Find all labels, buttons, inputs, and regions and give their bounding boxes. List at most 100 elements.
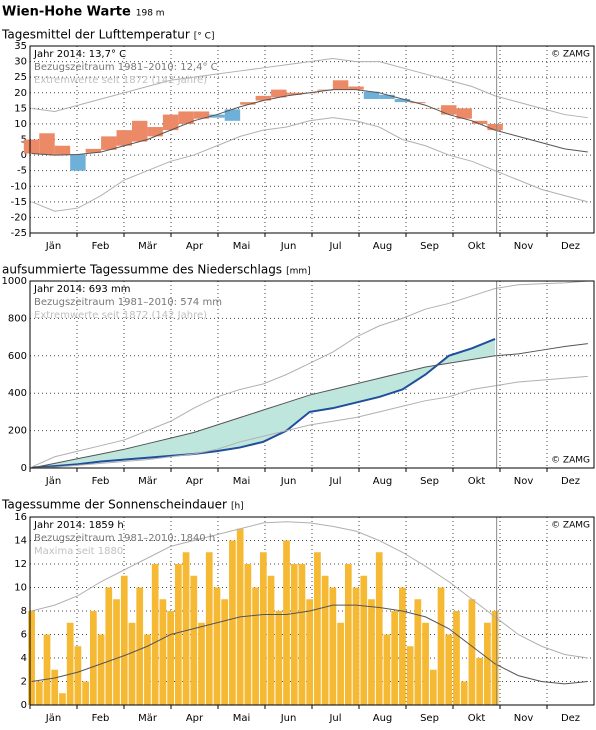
bar: [128, 622, 136, 705]
copyright: © ZAMG: [551, 521, 590, 531]
panel-unit: [° C]: [194, 32, 215, 42]
bar: [144, 634, 151, 705]
legend-entry: Extremwerte seit 1872 (142 Jahre): [34, 310, 207, 321]
x-tick-label: Aug: [373, 476, 393, 487]
anomaly-bar: [85, 148, 102, 153]
anomaly-bar: [255, 95, 272, 101]
y-tick-label: -15: [11, 197, 27, 208]
bar: [352, 587, 360, 705]
legend-entry: Bezugszeitraum 1981–2010: 574 mm: [34, 297, 222, 308]
bar: [113, 599, 120, 705]
bar: [252, 587, 259, 705]
anomaly-bar: [209, 114, 225, 118]
legend-entry: Extremwerte seit 1872 (142 Jahre): [34, 75, 207, 86]
line: [31, 57, 588, 119]
line: [31, 604, 588, 685]
anomaly-bar: [379, 94, 395, 99]
bar: [375, 552, 383, 705]
y-tick-label: 0: [21, 463, 27, 474]
bar: [43, 634, 51, 705]
y-tick-label: -5: [17, 166, 27, 177]
anomaly-bar: [193, 111, 210, 119]
anomaly-bar: [456, 108, 472, 119]
x-tick-label: Nov: [514, 713, 534, 724]
x-tick-label: Dez: [561, 241, 580, 252]
bar: [97, 634, 105, 705]
bar: [120, 575, 128, 705]
x-tick-label: Feb: [92, 713, 110, 724]
legend-entry: Jahr 2014: 693 mm: [33, 284, 130, 295]
y-tick-label: 4: [21, 653, 27, 664]
station-title: Wien-Hohe Warte: [2, 5, 131, 20]
legend-entry: Jahr 2014: 13,7° C: [33, 49, 126, 60]
y-tick-label: 12: [14, 559, 27, 570]
line: [31, 280, 588, 468]
bar: [28, 611, 35, 705]
y-tick-label: 6: [21, 630, 27, 641]
y-tick-label: 1000: [2, 276, 27, 287]
panel-unit: [h]: [231, 502, 244, 512]
station-elevation: 198 m: [136, 9, 165, 19]
bar: [298, 564, 306, 705]
anomaly-bar: [116, 130, 132, 146]
bar: [360, 575, 368, 705]
y-tick-label: -25: [11, 228, 27, 239]
anomaly-bar: [54, 145, 71, 155]
bar: [306, 599, 314, 705]
bar: [182, 552, 190, 705]
line: [31, 338, 496, 469]
axes-frame: [29, 45, 595, 234]
anomaly-bar: [162, 114, 179, 131]
y-tick-label: 35: [14, 41, 27, 52]
legend-entry: Bezugszeitraum 1981–2010: 12,4° C: [34, 62, 218, 73]
x-tick-label: Jul: [328, 713, 341, 724]
x-tick-label: Mai: [233, 476, 251, 487]
bar: [321, 575, 329, 705]
bar: [190, 575, 198, 705]
bar: [399, 587, 406, 705]
bar: [205, 552, 213, 705]
panel-title: Tagessumme der Sonnenscheindauer: [1, 498, 227, 512]
x-tick-label: Sep: [420, 476, 439, 487]
y-tick-label: 8: [21, 606, 27, 617]
bar: [213, 587, 221, 705]
bar: [51, 669, 59, 705]
y-tick-label: -10: [11, 181, 27, 192]
x-tick-label: Jun: [280, 476, 297, 487]
x-tick-label: Apr: [186, 476, 204, 487]
y-tick-label: 600: [8, 351, 27, 362]
copyright: © ZAMG: [551, 50, 590, 60]
y-tick-label: 30: [14, 57, 27, 68]
anomaly-bar: [410, 102, 426, 104]
bar: [105, 587, 113, 705]
x-tick-label: Jän: [45, 713, 61, 724]
x-tick-label: Aug: [373, 713, 393, 724]
y-tick-label: 0: [21, 700, 27, 711]
copyright: © ZAMG: [551, 456, 590, 466]
bar: [74, 646, 82, 705]
bar: [35, 681, 43, 705]
bar: [383, 634, 391, 705]
bar: [437, 587, 445, 705]
y-tick-label: 20: [14, 88, 27, 99]
y-tick-label: 5: [21, 135, 27, 146]
bar: [244, 564, 252, 705]
bar: [229, 540, 236, 705]
bar: [422, 622, 429, 705]
line: [31, 117, 588, 212]
anomaly-bar: [487, 123, 503, 131]
x-tick-label: Apr: [186, 713, 204, 724]
bar: [59, 693, 66, 705]
anomaly-bar: [471, 120, 488, 124]
bar: [290, 564, 298, 705]
anomaly-bar: [317, 89, 333, 91]
anomaly-bar: [332, 80, 349, 90]
y-tick-label: -20: [11, 212, 27, 223]
x-tick-label: Sep: [420, 241, 439, 252]
y-tick-label: 2: [21, 677, 27, 688]
bar: [414, 599, 422, 705]
axes-frame: [29, 280, 595, 469]
legend-entry: Maxima seit 1880: [34, 546, 123, 557]
bar: [460, 681, 468, 705]
